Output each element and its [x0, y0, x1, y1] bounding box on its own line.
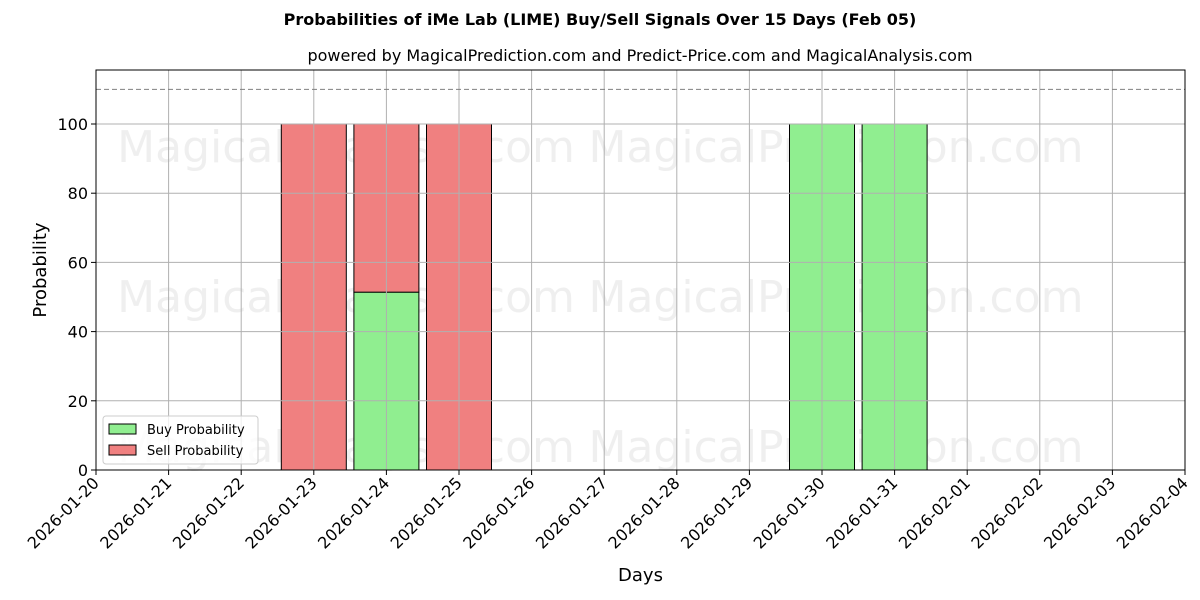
y-tick-label: 80 [68, 184, 88, 203]
y-tick-label: 60 [68, 253, 88, 272]
legend-box [102, 415, 259, 465]
legend-swatch [108, 444, 137, 456]
plot-frame [95, 69, 1186, 471]
x-axis-label: Days [618, 565, 663, 586]
y-axis-label: Probability [30, 222, 51, 317]
y-tick-label: 20 [68, 392, 88, 411]
chart-title: Probabilities of iMe Lab (LIME) Buy/Sell… [283, 10, 917, 29]
legend-label: Sell Probability [147, 444, 244, 459]
y-tick-label: 0 [78, 461, 88, 480]
x-tick-label: 2026-01-25 [387, 473, 466, 552]
legend-label: Buy Probability [147, 423, 245, 438]
x-tick-label: 2026-01-20 [24, 473, 103, 552]
x-tick-label: 2026-01-29 [677, 473, 756, 552]
x-tick-label: 2026-01-31 [822, 473, 901, 552]
x-tick-label: 2026-01-26 [459, 473, 538, 552]
x-tick-label: 2026-02-02 [967, 473, 1046, 552]
x-tick-label: 2026-01-27 [532, 473, 611, 552]
x-tick-label: 2026-02-03 [1040, 473, 1119, 552]
x-tick-label: 2026-01-23 [241, 473, 320, 552]
x-tick-label: 2026-01-21 [96, 473, 175, 552]
legend-swatch [108, 423, 137, 435]
y-tick-label: 40 [68, 323, 88, 342]
x-tick-label: 2026-01-22 [169, 473, 248, 552]
x-tick-label: 2026-02-04 [1113, 473, 1192, 552]
x-tick-label: 2026-01-30 [750, 473, 829, 552]
y-tick-label: 100 [57, 115, 88, 134]
x-tick-label: 2026-01-24 [314, 473, 393, 552]
x-tick-label: 2026-01-28 [604, 473, 683, 552]
x-tick-label: 2026-02-01 [895, 473, 974, 552]
chart-subtitle: powered by MagicalPrediction.com and Pre… [307, 46, 973, 65]
